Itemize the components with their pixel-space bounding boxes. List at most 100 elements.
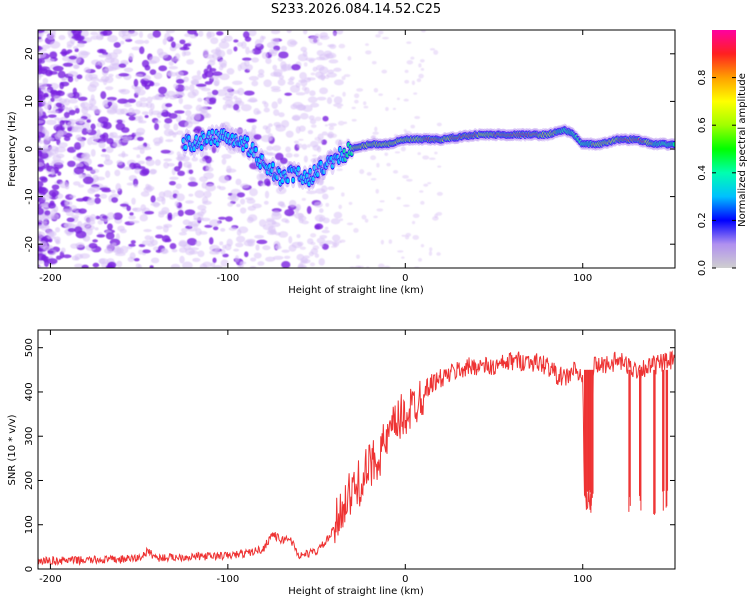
spectrogram-blob [338,43,346,49]
spectrogram-blob [401,234,407,237]
spectrogram-blob [102,132,109,141]
spectrogram-blob [169,176,179,180]
colorbar-tick-label: 0.8 [697,70,708,86]
spectrogram-blob [104,248,113,254]
spectrogram-blob [59,51,71,55]
spectrogram-blob [266,229,277,236]
spectrogram-blob [310,241,316,246]
spectrogram-blob [220,248,226,255]
spectrogram-blob [152,137,163,145]
spectrogram-blob [110,189,116,194]
spectrogram-blob [72,46,78,50]
spectrogram-blob [322,115,329,122]
ridge-mid [322,169,326,175]
spectrogram-blob [50,110,59,114]
spectrogram-blob [173,123,179,131]
spectrogram-blob [52,65,64,72]
ridge-mid [241,146,245,152]
spectrogram-blob [208,97,217,103]
spectrogram-blob [301,197,307,201]
x-tick-label: -200 [39,574,62,585]
spectrogram-blob [167,70,173,77]
spectrogram-blob [293,140,299,144]
spectrogram-blob [128,52,134,61]
spectrogram-blob [376,162,380,168]
spectrogram-blob [336,30,344,35]
spectrogram-blob [351,118,357,122]
spectrogram-blob [163,190,173,198]
spectrogram-blob [94,227,99,231]
spectrogram-blob [101,148,107,153]
spectrogram-blob [160,248,169,255]
spectrogram-blob [265,219,276,225]
ridge-mid [319,160,323,166]
spectrogram-blob [185,200,195,204]
ridge-mid [268,163,272,169]
x-tick-label: 100 [573,574,592,585]
spectrogram-blob [139,169,149,177]
spectrogram-blob [251,57,260,63]
spectrogram-blob [166,163,175,167]
spectrogram-blob [273,71,282,78]
spectrogram-blob [174,201,179,207]
spectrogram-blob [78,184,85,188]
spectrogram-blob [216,185,221,189]
spectrogram-blob [186,238,197,246]
spectrogram-blob [339,218,344,222]
y-tick-label: 500 [24,338,35,357]
ridge-mid [251,142,255,148]
spectrogram-blob [226,168,237,173]
spectrogram-blob [198,30,204,37]
spectrogram-blob [73,166,85,175]
spectrogram-blob [92,239,98,243]
spectrogram-blob [256,239,268,245]
snr-frame [37,329,676,570]
spectrogram-blob [103,159,113,166]
spectrogram-blob [74,142,82,150]
spectrogram-blob [178,97,183,105]
spectrogram-blob [112,142,123,148]
spectrogram-blob [141,111,149,116]
spectrogram-blob [406,178,413,182]
spectrogram-blob [133,257,140,262]
spectrogram-blob [281,260,291,268]
spectrogram-blob [354,99,359,104]
spectrogram-blob [204,70,214,78]
spectrogram-blob [49,51,58,59]
spectrogram-blob [131,46,142,51]
spectrogram-blob [45,119,57,126]
spectrogram-blob [427,182,432,185]
spectrogram-blob [218,216,226,220]
spectrogram-blob [38,82,47,89]
spectrogram-blob [384,265,391,268]
spectrogram-blob [411,80,415,86]
spectrogram-blob [224,99,234,107]
ridge-mid [187,135,191,141]
spectrogram-blob [332,234,341,242]
spectrogram-blob [279,157,288,165]
spectrogram-blob [307,129,314,135]
spectrogram-blob [57,171,62,176]
spectrogram-blob [65,200,73,206]
spectrogram-blob [38,207,44,216]
spectrogram-blob [38,30,45,33]
spectrogram-blob [266,145,274,151]
spectrogram-blob [137,264,142,268]
spectrogram-blob [214,78,220,87]
spectrogram-blob [204,81,213,85]
spectrogram-blob [265,57,272,65]
spectrogram-blob [248,50,255,54]
spectrogram-blob [38,58,43,64]
spectrogram-blob [404,130,412,135]
spectrogram-blob [289,76,295,80]
y-tick-label: -20 [24,236,35,252]
spectrogram-blob [317,139,323,144]
spectrogram-blob [250,257,257,262]
spectrogram-blob [177,209,184,217]
spectrogram-blob [83,157,92,166]
spectrogram-blob [187,91,197,99]
spectrogram-blob [208,58,216,63]
spectrogram-blob [428,157,436,160]
ridge-mid [184,145,188,150]
spectrogram-blob [434,151,438,155]
